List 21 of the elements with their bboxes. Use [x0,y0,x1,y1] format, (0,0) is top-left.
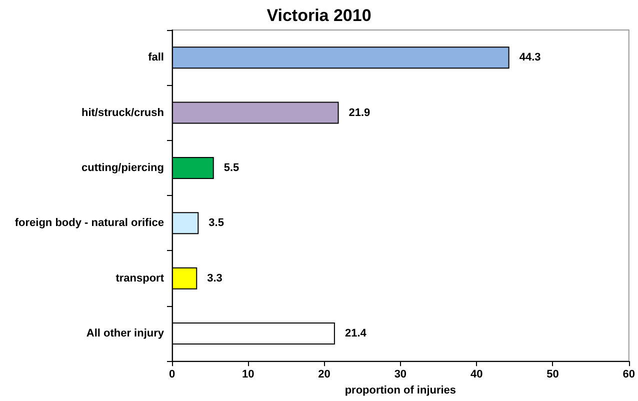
x-tick-label: 30 [394,368,407,381]
y-tick-label: All other injury [86,328,165,340]
x-axis-title: proportion of injuries [344,384,456,396]
y-tick-label: fall [148,52,164,64]
data-label: 21.4 [344,328,368,340]
y-tick-label: transport [116,272,164,284]
data-label: 3.5 [208,217,224,230]
data-label: 21.9 [348,106,370,119]
data-label: 44.3 [519,52,541,64]
x-tick-label: 10 [242,368,254,381]
x-tick-label: 0 [168,368,176,381]
data-label: 3.3 [207,272,222,284]
x-tick-label: 40 [470,368,483,381]
y-tick-label: cutting/piercing [82,162,164,174]
y-tick-label: foreign body - natural orifice [14,217,164,230]
chart-title: Victoria 2010 [266,6,372,25]
data-label: 5.5 [224,162,240,174]
y-tick-label: hit/struck/crush [81,106,164,119]
x-tick-label: 60 [622,368,636,381]
x-tick-label: 50 [546,368,559,381]
x-tick-label: 20 [318,368,330,381]
